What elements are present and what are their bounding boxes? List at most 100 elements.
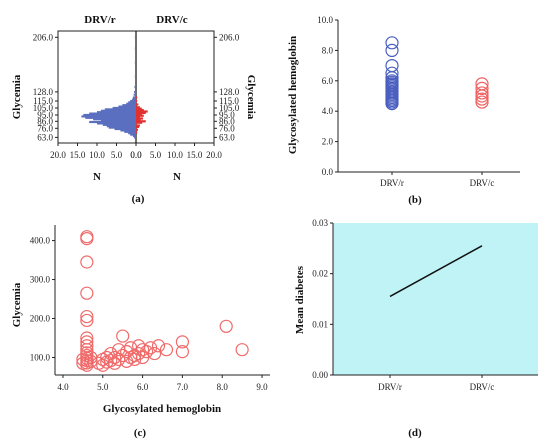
ytick-label: 400.0 <box>30 236 51 246</box>
bar-drvr <box>112 106 136 110</box>
point <box>80 309 94 324</box>
bar-drvc <box>136 96 138 99</box>
bar-drvc <box>136 121 143 124</box>
panel-b-xticks: DRV/r DRV/c <box>380 172 494 188</box>
ytick-label: 4.0 <box>322 106 334 116</box>
bar-drvr <box>102 123 136 126</box>
ytick-label: 0.0 <box>322 167 334 177</box>
xtick-label-left: 15.0 <box>70 150 86 160</box>
xtick-label-left: 0.0 <box>130 150 142 160</box>
bar-drvr <box>134 85 136 89</box>
xtick-label: DRV/c <box>470 382 495 392</box>
panel-d: Mean diabetes 0.000.010.020.03 DRV/r DRV/… <box>294 218 538 439</box>
point <box>116 329 130 343</box>
point-drvc <box>475 86 489 100</box>
bar-drvc <box>136 125 140 128</box>
bar-drvr <box>134 61 136 64</box>
xtick-label-right: 5.0 <box>150 150 162 160</box>
point <box>80 313 94 328</box>
point <box>139 345 154 359</box>
xtick-label: 5.0 <box>97 382 109 392</box>
bar-drvc <box>136 120 146 123</box>
bar-drvc <box>136 111 146 114</box>
xtick-label: 7.0 <box>177 382 189 392</box>
ytick-label: 0.00 <box>312 370 328 380</box>
xtick-label-left: 5.0 <box>111 150 123 160</box>
bar-drvr <box>134 136 136 139</box>
panel-a-xticks: 20.0 15.0 10.0 5.0 0.00.0 5.0 10.0 15.0 20.0 <box>50 143 222 160</box>
panel-c-yticks: 100.0 200.0 300.0 400.0 <box>30 236 55 362</box>
point-drvc <box>475 81 489 96</box>
point <box>159 343 174 357</box>
ytick-label-left: 76.0 <box>37 123 53 133</box>
xtick-label-right: 15.0 <box>187 150 203 160</box>
bar-drvr <box>104 108 136 111</box>
bar-drvr <box>97 122 136 125</box>
bar-drvc <box>136 103 139 106</box>
panel-d-series <box>389 245 483 298</box>
ytick-label: 6.0 <box>322 76 334 86</box>
ytick-label: 2.0 <box>322 137 334 147</box>
point-drvc <box>475 92 489 106</box>
point <box>80 335 94 349</box>
ytick-label-right: 128.0 <box>219 87 240 97</box>
ytick-label: 300.0 <box>30 275 51 285</box>
point-drvr <box>385 66 399 80</box>
bar-drvr <box>108 126 136 129</box>
panel-d-plot-background <box>333 223 538 375</box>
bar-drvr <box>134 75 136 78</box>
panel-b: Glycosylated hemoglobin 0.0 2.0 4.0 6.0 8.0 1… <box>287 15 520 206</box>
point <box>76 352 90 367</box>
panel-c-label: (c) <box>134 427 147 439</box>
point-drvr <box>385 43 399 58</box>
panel-a-bars-drvr <box>81 36 136 139</box>
panel-c: Glycemia 100.0 200.0 300.0 400.0 4.0 5.0 6.0 7… <box>11 225 270 439</box>
ytick-label-right: 115.0 <box>219 96 239 106</box>
bar-drvr <box>128 101 136 104</box>
xtick-label: 4.0 <box>57 382 69 392</box>
ytick-label: 0.02 <box>312 269 328 279</box>
bar-drvc <box>136 117 144 120</box>
bar-drvc <box>136 116 140 119</box>
panel-a-ylabel-right: Glycemia <box>245 75 257 120</box>
panel-a-label: (a) <box>132 193 145 205</box>
xtick-label: 6.0 <box>137 382 149 392</box>
bar-drvr <box>89 112 136 115</box>
panel-c-points <box>76 230 249 372</box>
bar-drvr <box>132 98 136 101</box>
ytick-label: 8.0 <box>322 45 334 55</box>
xtick-label: DRV/c <box>470 178 495 188</box>
panel-c-xlabel: Glycosylated hemoglobin <box>103 403 221 415</box>
panel-c-xticks: 4.0 5.0 6.0 7.0 8.0 9.0 <box>57 375 268 392</box>
point <box>175 345 190 359</box>
panel-b-ylabel: Glycosylated hemoglobin <box>287 36 299 154</box>
ytick-label-left: 95.0 <box>37 110 53 120</box>
bar-drvc <box>136 109 144 112</box>
bar-drvc <box>136 118 141 121</box>
ytick-label-right: 86.0 <box>219 116 235 126</box>
point <box>80 232 94 246</box>
ytick-label-left: 86.0 <box>37 116 53 126</box>
point-drvr <box>385 74 399 88</box>
bar-drvr <box>132 96 136 99</box>
ytick-label-right: 105.0 <box>219 103 240 113</box>
ytick-label: 0.01 <box>312 319 328 329</box>
bar-drvr <box>93 118 136 121</box>
point <box>151 339 166 353</box>
ytick-label-right: 95.0 <box>219 110 235 120</box>
xtick-label-right: 20.0 <box>206 150 222 160</box>
xtick-label: DRV/r <box>380 178 404 188</box>
point <box>219 319 233 333</box>
xtick-label: 8.0 <box>217 382 229 392</box>
panel-a: DRV/r DRV/c Glycemia Glycemia 63.0 63.076… <box>11 14 257 205</box>
point <box>175 335 190 349</box>
bar-drvr <box>128 132 136 135</box>
point <box>132 346 146 361</box>
xtick-label-left: 20.0 <box>50 150 66 160</box>
xtick-label: DRV/r <box>378 382 402 392</box>
bar-drvr <box>124 130 136 133</box>
xtick-label-right: 0.0 <box>130 150 142 160</box>
ytick-label: 10.0 <box>317 15 333 25</box>
